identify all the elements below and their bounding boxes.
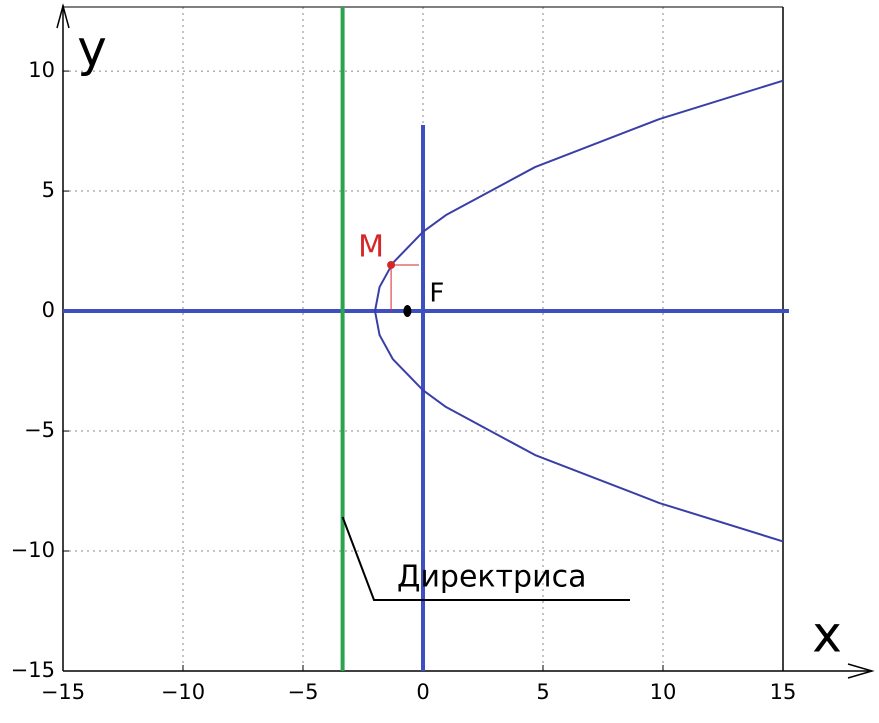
x-tick-label: 10 [650, 680, 677, 704]
y-tick-label: 10 [28, 58, 55, 82]
axis-label: y [77, 20, 107, 78]
point-label: M [358, 229, 384, 264]
point-m [387, 260, 396, 269]
focus [403, 305, 412, 318]
x-tick-label: 0 [416, 680, 429, 704]
arrow [56, 3, 70, 29]
y-tick-label: −5 [24, 418, 55, 442]
x-tick-label: −5 [288, 680, 319, 704]
x-tick-label: −15 [41, 680, 85, 704]
parabola [374, 79, 784, 543]
annotation-line [341, 516, 630, 601]
axis-label: x [812, 606, 842, 664]
y-tick-label: 0 [42, 298, 55, 322]
focus-label: F [429, 279, 444, 309]
annotation: Директриса [397, 560, 586, 595]
y-tick-label: −15 [11, 658, 55, 682]
x-tick-label: 5 [536, 680, 549, 704]
arrow [847, 663, 875, 679]
y-tick-label: −10 [11, 538, 55, 562]
x-tick-label: 15 [770, 680, 797, 704]
x-tick-label: −10 [161, 680, 205, 704]
y-tick-label: 5 [42, 178, 55, 202]
